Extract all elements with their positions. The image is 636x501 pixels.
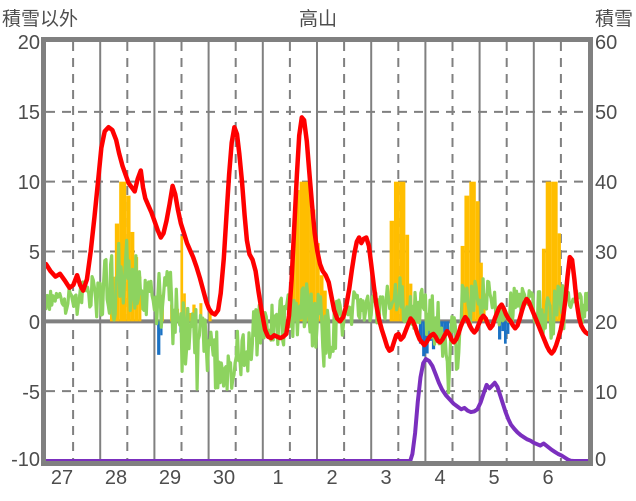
- y-axis-tick-left-2: 10: [17, 172, 40, 194]
- x-axis-tick-6: 3: [380, 467, 392, 489]
- x-axis-tick-1: 28: [104, 467, 128, 489]
- y-axis-tick-left-4: 0: [28, 312, 40, 334]
- x-axis-tick-2: 29: [158, 467, 182, 489]
- y-axis-tick-left-0: 20: [17, 32, 40, 54]
- x-axis-tick-9: 6: [542, 467, 554, 489]
- y-axis-tick-right-4: 20: [595, 312, 618, 334]
- page-title: 高山: [298, 9, 337, 30]
- y-axis-tick-right-3: 30: [595, 242, 618, 264]
- y-axis-tick-right-5: 10: [595, 382, 618, 404]
- y-axis-tick-right-1: 50: [595, 102, 618, 124]
- x-axis-tick-3: 30: [212, 467, 236, 489]
- x-axis-tick-8: 5: [488, 467, 500, 489]
- y-axis-tick-right-0: 60: [595, 32, 618, 54]
- x-axis-tick-4: 1: [272, 467, 284, 489]
- chart-plot-area: [46, 42, 588, 461]
- x-axis-tick-5: 2: [326, 467, 338, 489]
- y-axis-tick-left-1: 15: [17, 102, 40, 124]
- y-axis-tick-right-2: 40: [595, 172, 618, 194]
- left-axis-unit-label: 積雪以外: [2, 9, 79, 30]
- y-axis-tick-left-5: -5: [22, 382, 40, 404]
- y-axis-tick-right-6: 0: [595, 449, 607, 471]
- y-axis-tick-left-3: 5: [28, 242, 40, 264]
- x-axis-tick-0: 27: [50, 467, 74, 489]
- chart-canvas: [46, 42, 588, 461]
- x-axis-tick-7: 4: [434, 467, 446, 489]
- right-axis-unit-label: 積雪: [594, 9, 633, 30]
- y-axis-tick-left-6: -10: [11, 449, 40, 471]
